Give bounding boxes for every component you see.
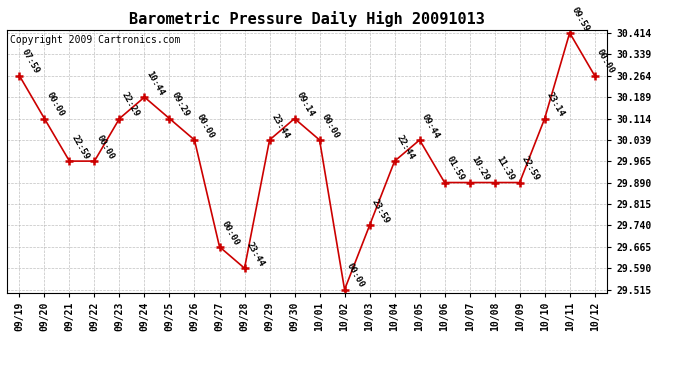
Text: 23:14: 23:14 (544, 91, 566, 118)
Text: 23:44: 23:44 (270, 112, 290, 140)
Text: 11:39: 11:39 (495, 155, 516, 183)
Text: 22:59: 22:59 (70, 134, 90, 161)
Text: 00:00: 00:00 (219, 219, 241, 247)
Text: 00:00: 00:00 (195, 112, 216, 140)
Text: 09:44: 09:44 (420, 112, 441, 140)
Text: 22:29: 22:29 (119, 91, 141, 118)
Text: 00:00: 00:00 (95, 134, 116, 161)
Text: 00:00: 00:00 (319, 112, 341, 140)
Text: 10:44: 10:44 (144, 69, 166, 97)
Text: Copyright 2009 Cartronics.com: Copyright 2009 Cartronics.com (10, 35, 180, 45)
Title: Barometric Pressure Daily High 20091013: Barometric Pressure Daily High 20091013 (129, 12, 485, 27)
Text: 09:29: 09:29 (170, 91, 190, 118)
Text: 23:59: 23:59 (370, 198, 391, 225)
Text: 23:44: 23:44 (244, 240, 266, 268)
Text: 09:59: 09:59 (570, 5, 591, 33)
Text: 10:29: 10:29 (470, 155, 491, 183)
Text: 00:00: 00:00 (44, 91, 66, 118)
Text: 00:00: 00:00 (344, 262, 366, 290)
Text: 00:00: 00:00 (595, 48, 616, 76)
Text: 07:59: 07:59 (19, 48, 41, 76)
Text: 09:14: 09:14 (295, 91, 316, 118)
Text: 22:44: 22:44 (395, 134, 416, 161)
Text: 22:59: 22:59 (520, 155, 541, 183)
Text: 01:59: 01:59 (444, 155, 466, 183)
